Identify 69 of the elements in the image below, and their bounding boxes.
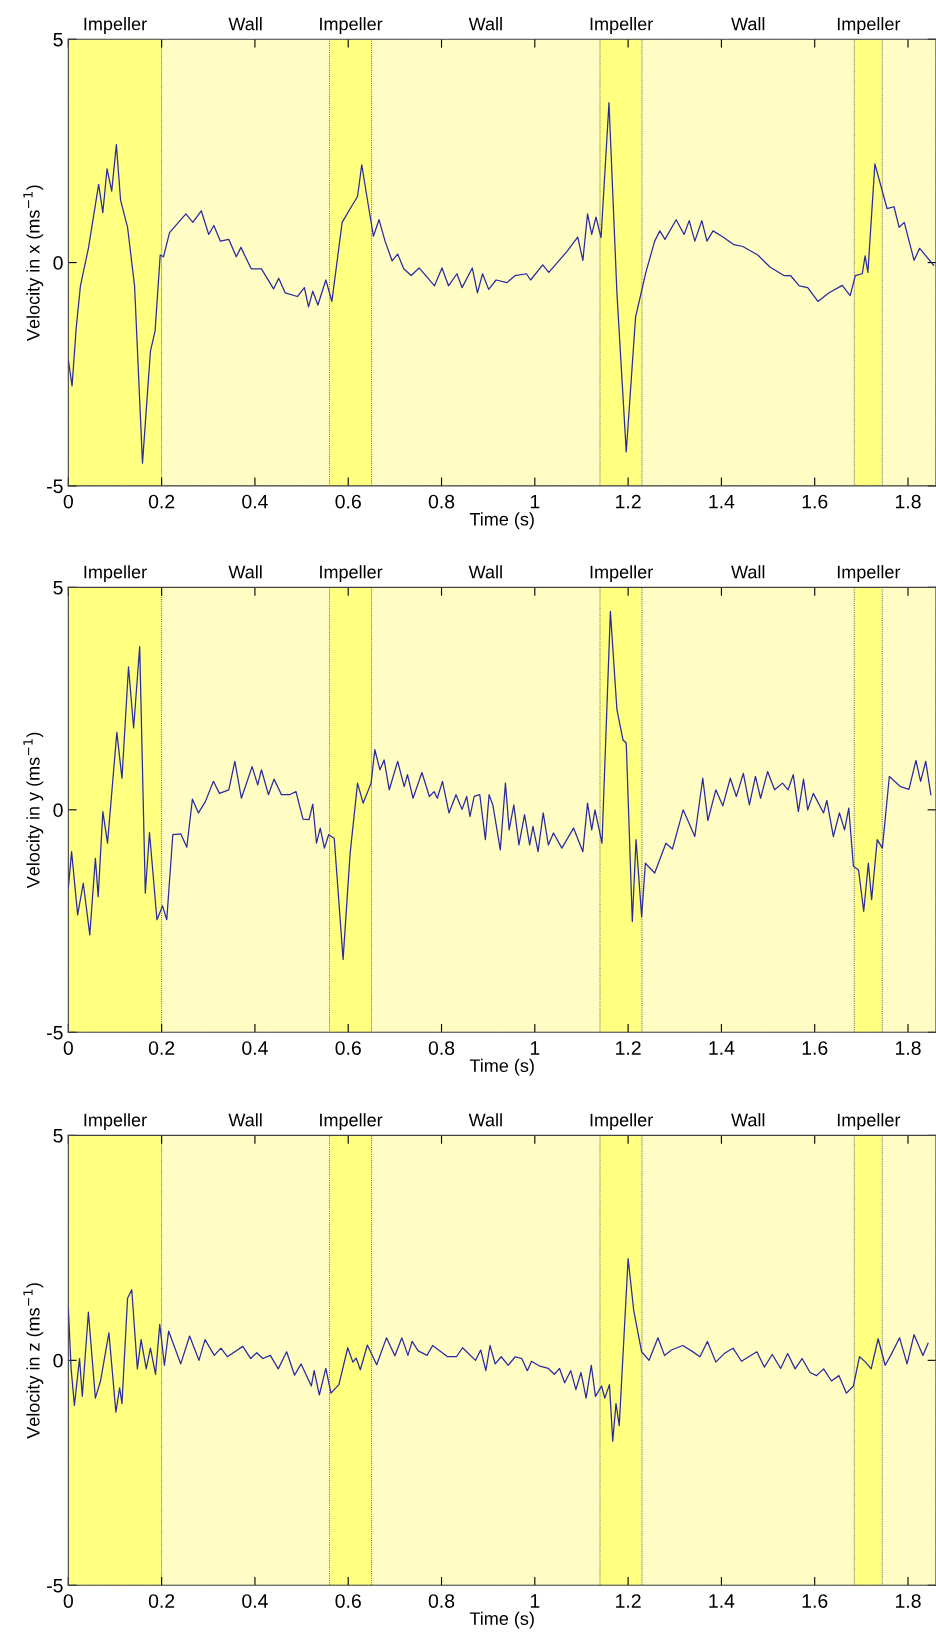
band-label: Impeller: [590, 565, 653, 582]
y-tick-label: -5: [47, 1025, 63, 1040]
x-tick-label: 0.8: [428, 1594, 455, 1608]
x-tick-label: 1.6: [802, 1594, 828, 1608]
x-tick-label: 0.2: [148, 494, 175, 509]
x-axis-title: Time (s): [469, 512, 534, 530]
x-axis-title: Time (s): [469, 1611, 534, 1629]
x-tick-label: 1: [530, 1594, 540, 1608]
y-tick-label: 5: [53, 32, 63, 47]
y-tick-label: 0: [53, 1353, 63, 1368]
y-tick-label: 0: [53, 256, 63, 270]
x-tick-label: 0: [63, 1041, 73, 1055]
band-label: Impeller: [84, 1113, 147, 1130]
band-label: Impeller: [837, 17, 901, 34]
x-tick-label: 0.6: [335, 494, 361, 509]
x-tick-label: 1.6: [802, 494, 828, 509]
line-series: [68, 1258, 929, 1442]
x-tick-label: 0.2: [148, 1041, 175, 1055]
x-tick-label: 0.8: [428, 1041, 455, 1055]
x-tick-label: 1.2: [616, 1594, 641, 1608]
x-tick-label: 0.4: [242, 494, 268, 509]
band-label: Impeller: [84, 565, 147, 582]
y-tick-label: 5: [53, 580, 63, 595]
x-tick-label: 1.8: [895, 1041, 921, 1055]
x-tick-label: 0.8: [428, 494, 455, 509]
line-series: [68, 102, 935, 464]
x-tick-label: 0.6: [335, 1594, 361, 1608]
band-label: Impeller: [320, 1113, 383, 1130]
x-tick-label: 1.4: [709, 1041, 735, 1055]
x-tick-label: 1.4: [709, 1594, 735, 1608]
band-label: Wall: [731, 17, 765, 31]
y-axis-title: Velocity in z (ms$^{−1}$): [23, 1283, 44, 1439]
band-label: Wall: [468, 1113, 502, 1127]
x-tick-label: 1.2: [616, 494, 641, 509]
x-tick-label: 1: [530, 494, 540, 509]
x-tick-label: 1: [530, 1041, 540, 1055]
band-label: Wall: [228, 17, 262, 31]
band-label: Wall: [731, 565, 765, 579]
x-tick-label: 0.6: [335, 1041, 361, 1055]
y-axis-title: Velocity in y (ms$^{−1}$): [23, 732, 44, 889]
band-label: Wall: [468, 565, 502, 579]
band-label: Impeller: [84, 17, 147, 34]
x-tick-label: 0: [63, 494, 73, 509]
x-tick-label: 0: [63, 1594, 73, 1608]
band-label: Impeller: [590, 1113, 653, 1130]
band-label: Wall: [731, 1113, 765, 1127]
y-axis-title: Velocity in x (ms$^{−1}$): [23, 185, 44, 341]
line-series: [68, 610, 932, 960]
band-label: Impeller: [320, 565, 383, 582]
x-tick-label: 0.4: [242, 1041, 268, 1055]
band-label: Wall: [228, 565, 262, 579]
y-tick-label: -5: [47, 479, 63, 494]
x-tick-label: 1.8: [895, 1594, 921, 1608]
x-tick-label: 1.6: [802, 1041, 828, 1055]
band-label: Impeller: [320, 17, 383, 34]
x-axis-title: Time (s): [469, 1058, 534, 1076]
band-label: Wall: [468, 17, 502, 31]
band-label: Wall: [228, 1113, 262, 1127]
y-tick-label: 0: [53, 803, 63, 818]
band-label: Impeller: [590, 17, 653, 34]
y-tick-label: 5: [53, 1129, 63, 1143]
band-label: Impeller: [837, 1113, 901, 1130]
x-tick-label: 0.4: [242, 1594, 268, 1608]
x-tick-label: 1.4: [709, 494, 735, 509]
y-tick-label: -5: [47, 1578, 63, 1593]
band-label: Impeller: [837, 565, 901, 582]
x-tick-label: 1.2: [616, 1041, 641, 1055]
x-tick-label: 1.8: [895, 494, 921, 509]
x-tick-label: 0.2: [148, 1594, 175, 1608]
